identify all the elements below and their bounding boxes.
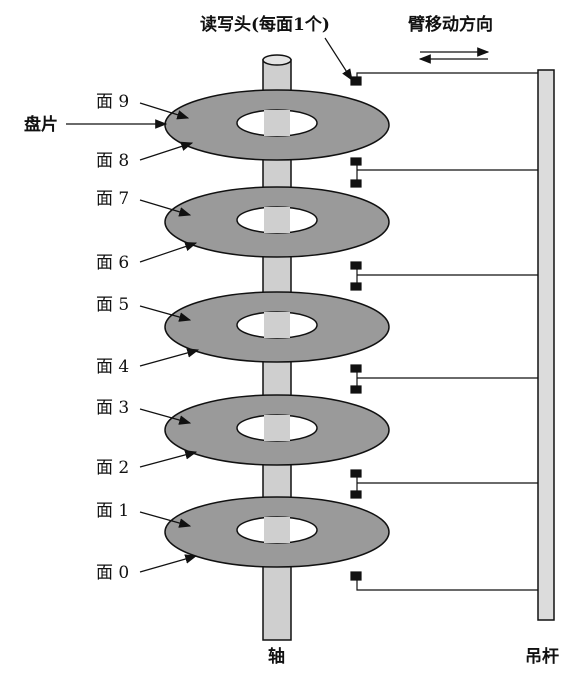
head-9 [350,76,362,86]
double-arrow-icon [418,47,490,64]
surface-pointer [139,511,192,528]
surface-label-0: 面 0 [96,563,129,583]
surface-pointer [139,199,192,217]
surface-pointer [139,554,198,573]
surface-label-5: 面 5 [96,295,129,315]
spindle-top [262,54,292,66]
boom [537,69,555,621]
platter-2 [164,291,390,363]
surface-pointer [139,408,192,425]
spindle-segment [264,207,290,233]
head-2 [350,469,362,478]
head-7 [350,179,362,188]
head-5 [350,282,362,291]
head-6 [350,261,362,270]
surface-pointer [139,141,194,161]
spindle-label: 轴 [268,646,285,667]
head-0 [350,571,362,581]
boom-bar [537,69,555,621]
arm-line [356,580,538,591]
head-3 [350,385,362,394]
platter-4 [164,89,390,161]
spindle-segment [264,312,290,338]
arm-line [356,72,538,83]
surface-label-9: 面 9 [96,92,129,112]
head-label-pointer [324,37,353,82]
surface-pointer [139,305,192,322]
platter-3 [164,186,390,258]
spindle-segment [264,110,290,136]
surface-pointer [139,102,190,120]
surface-label-2: 面 2 [96,458,129,478]
surface-pointer [139,450,198,468]
platter-1 [164,394,390,466]
surface-label-8: 面 8 [96,151,129,171]
head-1 [350,490,362,499]
surface-label-3: 面 3 [96,398,129,418]
platter-stack [164,89,390,568]
platter-0 [164,496,390,568]
surface-labels: 面 9 面 8 面 7 面 6 面 5 面 4 面 3 面 2 面 1 面 0 [96,92,200,583]
spindle-segment [264,517,290,543]
spindle-segment [264,415,290,441]
surface-label-7: 面 7 [96,189,129,209]
head-assembly [350,72,538,591]
head-4 [350,364,362,373]
head-8 [350,157,362,166]
surface-label-4: 面 4 [96,357,129,377]
surface-label-1: 面 1 [96,501,129,521]
platter-label: 盘片 [24,114,58,135]
surface-label-6: 面 6 [96,253,129,273]
boom-label: 吊杆 [525,647,559,667]
surface-pointer [139,241,198,263]
head-label: 读写头(每面1个) [200,14,330,35]
arm-direction-label: 臂移动方向 [407,14,493,35]
surface-pointer [139,348,200,367]
